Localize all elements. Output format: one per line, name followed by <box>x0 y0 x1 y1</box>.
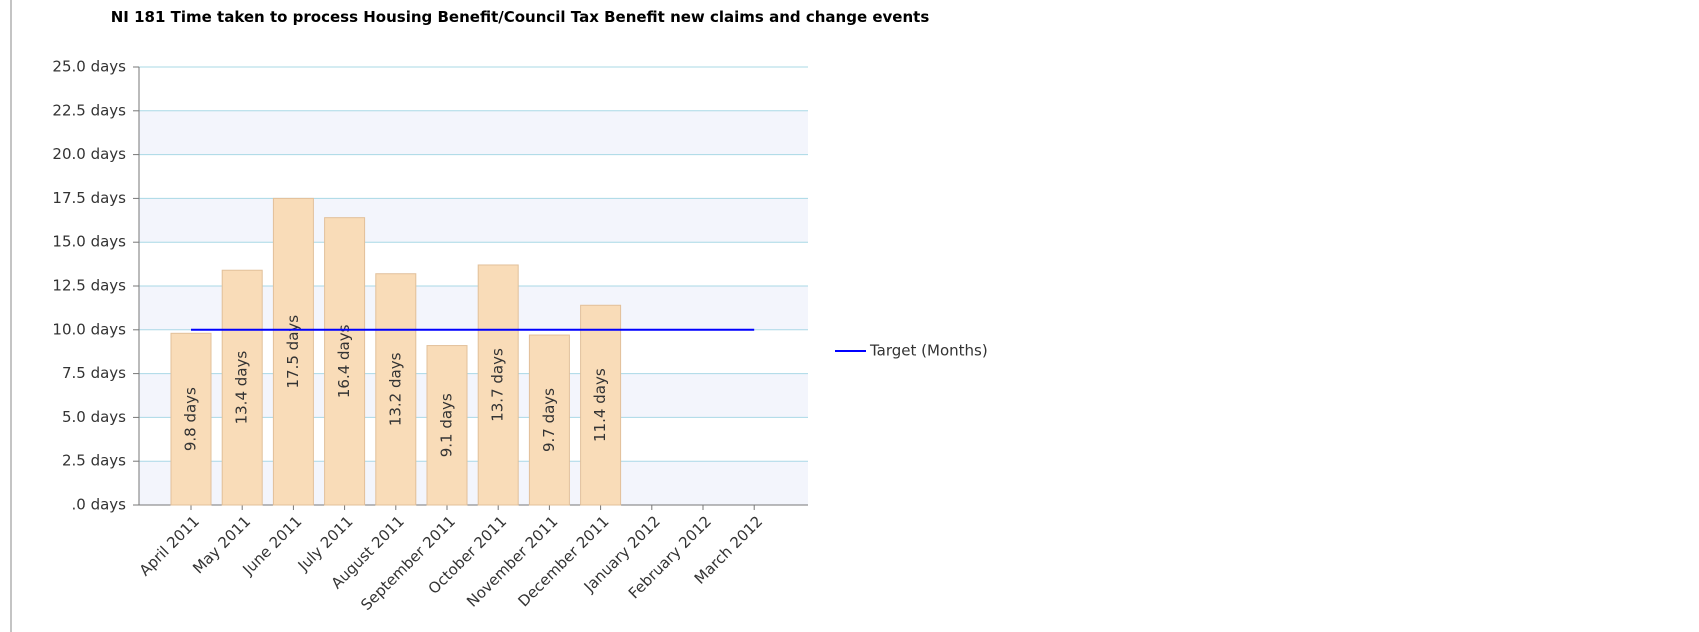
y-tick-label: 10.0 days <box>52 320 126 338</box>
legend-label: Target (Months) <box>869 342 988 360</box>
y-tick-label: 17.5 days <box>52 189 126 207</box>
x-tick-label: September 2011 <box>357 512 459 614</box>
y-tick-label: 20.0 days <box>52 145 126 163</box>
bar <box>221 269 263 506</box>
bar <box>477 264 519 506</box>
data-label: 9.1 days <box>438 393 456 457</box>
bar <box>272 197 314 506</box>
y-tick-label: 15.0 days <box>52 233 126 251</box>
data-label: 16.4 days <box>335 324 353 398</box>
bar <box>426 345 468 506</box>
x-tick-label: December 2011 <box>515 512 613 610</box>
y-tick-label: 5.0 days <box>62 408 126 426</box>
data-label: 9.8 days <box>182 387 200 451</box>
plot-band <box>139 110 808 155</box>
data-label: 13.2 days <box>386 352 404 426</box>
y-tick-label: 7.5 days <box>62 364 126 382</box>
y-tick-label: 22.5 days <box>52 101 126 119</box>
y-tick-label: 2.5 days <box>62 452 126 470</box>
y-tick-label: 12.5 days <box>52 277 126 295</box>
data-label: 13.7 days <box>489 348 507 422</box>
y-tick-label: 25.0 days <box>52 58 126 76</box>
chart-title: NI 181 Time taken to process Housing Ben… <box>110 8 930 26</box>
bar <box>528 334 570 506</box>
bar <box>580 304 622 506</box>
y-tick-label: .0 days <box>72 496 127 514</box>
x-tick-label: November 2011 <box>463 512 561 610</box>
bar <box>170 332 212 506</box>
data-label: 9.7 days <box>540 388 558 452</box>
data-label: 13.4 days <box>233 351 251 425</box>
data-label: 17.5 days <box>284 315 302 389</box>
plot-band <box>139 198 808 243</box>
data-label: 11.4 days <box>591 368 609 442</box>
bar <box>324 217 366 506</box>
bar <box>375 273 417 506</box>
